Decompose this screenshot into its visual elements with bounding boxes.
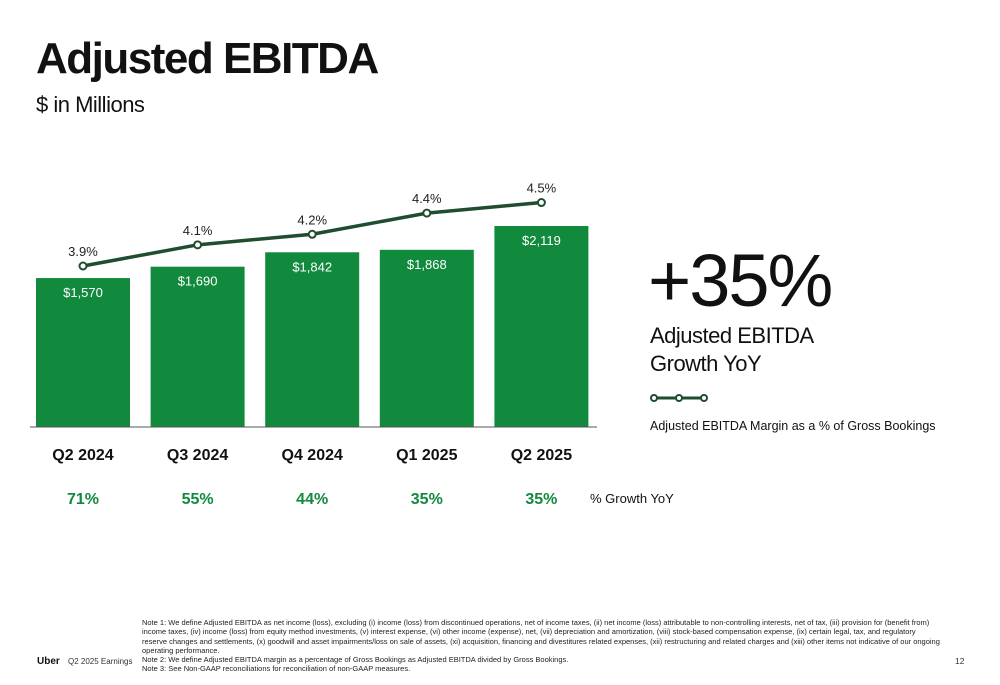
x-tick-label: Q4 2024 [282,447,343,464]
margin-point [307,229,317,239]
legend-label: Adjusted EBITDA Margin as a % of Gross B… [650,419,936,433]
x-tick-label: Q2 2024 [52,447,113,464]
margin-label: 4.5% [527,181,557,196]
growth-highlight-label: Adjusted EBITDA Growth YoY [650,323,813,376]
growth-highlight-value: +35% [648,239,833,322]
ebitda-chart: $1,570 $1,690 $1,842 $1,868 $2,119 3.9% 4.1% 4.… [30,181,597,508]
bar-q1-2025 [379,249,474,427]
footnotes: Note 1: We define Adjusted EBITDA as net… [142,618,942,674]
note-1: Note 1: We define Adjusted EBITDA as net… [142,618,940,655]
x-tick-label: Q1 2025 [396,447,457,464]
bar-value-label: $1,690 [178,274,218,289]
bar-value-label: $1,842 [292,259,332,274]
margin-label: 3.9% [68,244,98,259]
bar-value-label: $1,868 [407,257,447,272]
page-subtitle: $ in Millions [36,92,145,117]
margin-point [422,208,432,218]
x-tick-label: Q2 2025 [511,447,572,464]
legend-line-icon [650,394,708,402]
growth-yoy-value: 35% [525,491,557,508]
page-number: 12 [955,656,965,666]
bar-q2-2024 [36,278,130,427]
footer-brand-logo: Uber [37,656,60,667]
margin-point [536,198,546,208]
margin-label: 4.2% [297,212,327,227]
page-title: Adjusted EBITDA [36,34,379,83]
bar-value-label: $1,570 [63,285,103,300]
growth-yoy-value: 71% [67,491,99,508]
growth-row-label: % Growth YoY [590,491,674,506]
margin-point [193,240,203,250]
note-2: Note 2: We define Adjusted EBITDA margin… [142,655,569,665]
note-3: Note 3: See Non-GAAP reconciliations for… [142,664,411,674]
bar-q3-2024 [150,266,245,427]
x-tick-label: Q3 2024 [167,447,228,464]
bar-q2-2025 [494,226,589,427]
margin-point [78,261,88,271]
bar-q4-2024 [265,252,360,427]
footer-event: Q2 2025 Earnings [68,657,133,666]
margin-label: 4.1% [183,223,213,238]
growth-yoy-value: 35% [411,491,443,508]
margin-label: 4.4% [412,191,442,206]
growth-yoy-value: 55% [182,491,214,508]
growth-yoy-value: 44% [296,491,328,508]
bar-value-label: $2,119 [522,233,561,248]
